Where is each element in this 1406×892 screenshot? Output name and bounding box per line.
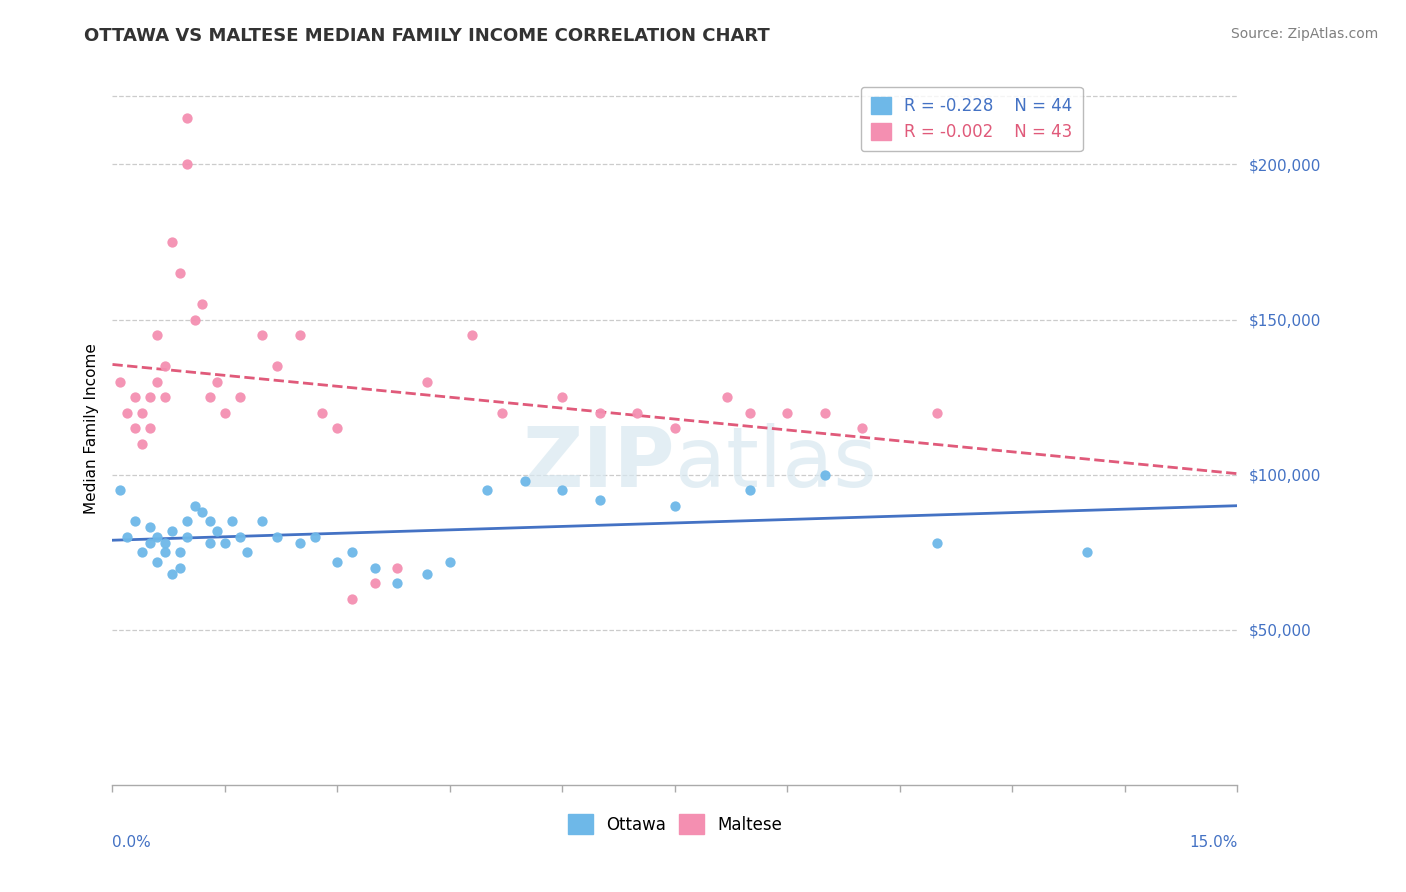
Point — [124, 514, 146, 528]
Point — [927, 536, 949, 550]
Point — [207, 375, 229, 389]
Point — [364, 561, 387, 575]
Point — [513, 474, 536, 488]
Point — [387, 561, 409, 575]
Point — [146, 555, 169, 569]
Point — [207, 524, 229, 538]
Point — [461, 328, 484, 343]
Point — [364, 576, 387, 591]
Text: Source: ZipAtlas.com: Source: ZipAtlas.com — [1230, 27, 1378, 41]
Point — [139, 421, 162, 435]
Y-axis label: Median Family Income: Median Family Income — [83, 343, 98, 514]
Text: 0.0%: 0.0% — [112, 835, 152, 850]
Point — [139, 520, 162, 534]
Point — [131, 436, 153, 450]
Point — [252, 514, 274, 528]
Point — [117, 530, 139, 544]
Text: ZIP: ZIP — [523, 424, 675, 504]
Point — [738, 406, 761, 420]
Point — [266, 359, 288, 373]
Point — [146, 328, 169, 343]
Point — [664, 421, 686, 435]
Point — [716, 390, 738, 404]
Point — [326, 421, 349, 435]
Point — [184, 499, 207, 513]
Point — [326, 555, 349, 569]
Point — [176, 157, 198, 171]
Legend: Ottawa, Maltese: Ottawa, Maltese — [561, 807, 789, 841]
Point — [176, 530, 198, 544]
Point — [851, 421, 873, 435]
Point — [198, 390, 221, 404]
Text: 15.0%: 15.0% — [1189, 835, 1237, 850]
Point — [198, 514, 221, 528]
Point — [626, 406, 648, 420]
Point — [927, 406, 949, 420]
Point — [169, 561, 191, 575]
Point — [342, 545, 364, 559]
Point — [214, 536, 236, 550]
Point — [162, 524, 184, 538]
Point — [146, 375, 169, 389]
Point — [1076, 545, 1098, 559]
Point — [304, 530, 326, 544]
Point — [221, 514, 243, 528]
Point — [153, 359, 176, 373]
Point — [589, 492, 612, 507]
Point — [124, 421, 146, 435]
Point — [776, 406, 799, 420]
Point — [169, 266, 191, 280]
Point — [169, 545, 191, 559]
Text: OTTAWA VS MALTESE MEDIAN FAMILY INCOME CORRELATION CHART: OTTAWA VS MALTESE MEDIAN FAMILY INCOME C… — [84, 27, 770, 45]
Point — [229, 390, 252, 404]
Point — [108, 375, 131, 389]
Point — [551, 390, 574, 404]
Point — [184, 312, 207, 326]
Point — [439, 555, 461, 569]
Point — [491, 406, 513, 420]
Point — [229, 530, 252, 544]
Point — [139, 536, 162, 550]
Point — [814, 406, 837, 420]
Point — [664, 499, 686, 513]
Point — [139, 390, 162, 404]
Point — [814, 467, 837, 482]
Point — [131, 406, 153, 420]
Point — [153, 545, 176, 559]
Point — [236, 545, 259, 559]
Point — [176, 514, 198, 528]
Point — [176, 111, 198, 125]
Point — [416, 375, 439, 389]
Point — [108, 483, 131, 498]
Point — [214, 406, 236, 420]
Point — [198, 536, 221, 550]
Point — [311, 406, 333, 420]
Point — [252, 328, 274, 343]
Point — [589, 406, 612, 420]
Point — [266, 530, 288, 544]
Point — [153, 536, 176, 550]
Point — [387, 576, 409, 591]
Point — [146, 530, 169, 544]
Point — [288, 536, 311, 550]
Point — [416, 566, 439, 581]
Point — [191, 505, 214, 519]
Point — [288, 328, 311, 343]
Point — [162, 566, 184, 581]
Text: atlas: atlas — [675, 424, 876, 504]
Point — [124, 390, 146, 404]
Point — [551, 483, 574, 498]
Point — [191, 297, 214, 311]
Point — [342, 591, 364, 606]
Point — [477, 483, 499, 498]
Point — [162, 235, 184, 249]
Point — [117, 406, 139, 420]
Point — [738, 483, 761, 498]
Point — [131, 545, 153, 559]
Point — [153, 390, 176, 404]
